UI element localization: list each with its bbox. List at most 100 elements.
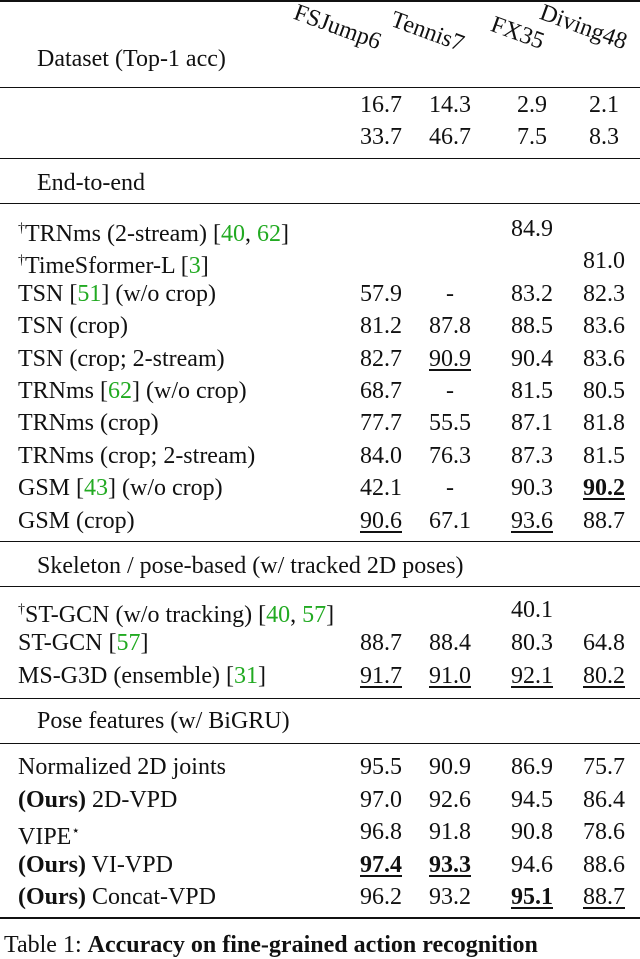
value-cell: 76.3 (429, 442, 471, 469)
table-row: VIPE⋆ 96.8 91.8 90.8 78.6 (0, 816, 640, 850)
value-cell: 84.9 (511, 216, 553, 242)
method-suffix: ] (140, 630, 149, 656)
table-row: 33.7 46.7 7.5 8.3 (0, 121, 640, 153)
value-cell: 90.2 (583, 475, 625, 502)
method-name: TRNms (crop) (18, 407, 159, 439)
value-cell: 7.5 (517, 124, 547, 150)
value-cell: 82.3 (583, 280, 625, 307)
value-cell: 92.6 (429, 786, 471, 813)
method-label: VI-VPD (86, 851, 173, 878)
value-cell: 93.3 (429, 851, 471, 878)
table-row: TSN (crop; 2-stream) 82.7 90.9 90.4 83.6 (0, 343, 640, 375)
value-cell: 97.0 (360, 786, 402, 813)
table-row: (Ours) VI-VPD 97.4 93.3 94.6 88.6 (0, 849, 640, 881)
method-name: ST-GCN [57] (18, 627, 148, 659)
method-label: TSN (crop) (18, 313, 128, 340)
citation-link[interactable]: 31 (233, 663, 258, 689)
method-name: MS-G3D (ensemble) [31] (18, 660, 266, 692)
method-name: TSN [51] (w/o crop) (18, 278, 216, 310)
value-cell: 55.5 (429, 410, 471, 437)
value-cell: 81.5 (511, 378, 553, 404)
table-row: TSN [51] (w/o crop) 57.9 - 83.2 82.3 (0, 278, 640, 310)
value-cell: 97.4 (360, 851, 402, 878)
value-cell: 91.0 (429, 663, 471, 689)
ours-tag: (Ours) (18, 786, 86, 813)
method-suffix: ] (280, 221, 289, 247)
section-rule (0, 541, 640, 542)
section-title-skeleton: Skeleton / pose-based (w/ tracked 2D pos… (37, 553, 464, 579)
value-cell: 40.1 (511, 597, 553, 623)
citation-link[interactable]: 43 (84, 475, 109, 502)
table-row: GSM [43] (w/o crop) 42.1 - 90.3 90.2 (0, 472, 640, 504)
method-label: GSM (crop) (18, 507, 135, 534)
value-cell: 87.1 (511, 410, 553, 437)
method-label: TimeSformer-L [ (25, 253, 189, 280)
ours-tag: (Ours) (18, 884, 86, 910)
method-name: TRNms [62] (w/o crop) (18, 375, 247, 407)
column-header-tennis7: Tennis7 (387, 6, 468, 57)
top-rule (0, 0, 640, 2)
value-cell: 94.5 (511, 786, 553, 813)
method-label: 2D-VPD (86, 786, 178, 813)
citation-link[interactable]: 62 (108, 378, 132, 404)
value-cell: 95.1 (511, 884, 553, 910)
value-cell: 95.5 (360, 754, 402, 780)
method-label: ST-GCN [ (18, 630, 117, 656)
value-cell: 8.3 (589, 124, 619, 150)
method-name: (Ours) 2D-VPD (18, 784, 177, 816)
table-row: MS-G3D (ensemble) [31] 91.7 91.0 92.1 80.2 (0, 660, 640, 692)
table-row: 16.7 14.3 2.9 2.1 (0, 89, 640, 121)
value-cell: 33.7 (360, 124, 402, 150)
value-cell: 46.7 (429, 124, 471, 150)
method-name: GSM (crop) (18, 505, 135, 537)
table-row: TRNms (crop; 2-stream) 84.0 76.3 87.3 81.5 (0, 440, 640, 472)
method-suffix: ] (w/o crop) (101, 280, 216, 307)
value-cell: 87.8 (429, 313, 471, 340)
value-cell: 42.1 (360, 475, 402, 502)
table-row: TRNms (crop) 77.7 55.5 87.1 81.8 (0, 407, 640, 439)
method-suffix: ] (326, 602, 335, 628)
method-label: TSN (crop; 2-stream) (18, 345, 225, 372)
value-cell: 14.3 (429, 92, 471, 118)
value-cell: 77.7 (360, 410, 402, 437)
citation-link[interactable]: 62 (256, 221, 281, 247)
dataset-label: Dataset (Top-1 acc) (37, 46, 226, 72)
table-row: (Ours) 2D-VPD 97.0 92.6 94.5 86.4 (0, 784, 640, 816)
value-cell: - (446, 280, 454, 307)
value-cell: 68.7 (360, 378, 402, 404)
value-cell: 86.9 (511, 754, 553, 780)
method-suffix: ] (200, 253, 209, 280)
citation-link[interactable]: 40 (266, 602, 291, 628)
table-row: TRNms [62] (w/o crop) 68.7 - 81.5 80.5 (0, 375, 640, 407)
method-label: TRNms (crop; 2-stream) (18, 442, 256, 469)
method-suffix: ] (w/o crop) (132, 378, 247, 404)
citation-separator: , (290, 602, 303, 628)
section-rule (0, 586, 640, 587)
value-cell: 75.7 (583, 754, 625, 780)
method-label: MS-G3D (ensemble) [ (18, 663, 234, 689)
value-cell: 93.6 (511, 507, 553, 534)
citation-separator: , (244, 221, 257, 247)
column-header-fsjump6: FSJump6 (290, 0, 385, 56)
value-cell: 81.5 (583, 442, 625, 469)
dagger-mark: † (18, 253, 25, 269)
method-name: Normalized 2D joints (18, 751, 226, 783)
method-name: TSN (crop; 2-stream) (18, 343, 225, 375)
citation-link[interactable]: 57 (116, 630, 141, 656)
method-label: TSN [ (18, 280, 78, 307)
method-name: †ST-GCN (w/o tracking) [40, 57] (18, 594, 334, 631)
table-row: (Ours) Concat-VPD 96.2 93.2 95.1 88.7 (0, 881, 640, 913)
value-cell: 96.2 (360, 884, 402, 910)
bottom-rule (0, 917, 640, 919)
citation-link[interactable]: 51 (77, 280, 102, 307)
value-cell: 90.9 (429, 754, 471, 780)
value-cell: 83.2 (511, 280, 553, 307)
citation-link[interactable]: 57 (302, 602, 327, 628)
value-cell: 87.3 (511, 442, 553, 469)
method-label: ST-GCN (w/o tracking) [ (25, 602, 267, 628)
table-row: †ST-GCN (w/o tracking) [40, 57] 40.1 (0, 594, 640, 628)
citation-link[interactable]: 3 (188, 253, 201, 280)
citation-link[interactable]: 40 (220, 221, 245, 247)
value-cell: - (446, 475, 454, 502)
value-cell: 82.7 (360, 345, 402, 372)
